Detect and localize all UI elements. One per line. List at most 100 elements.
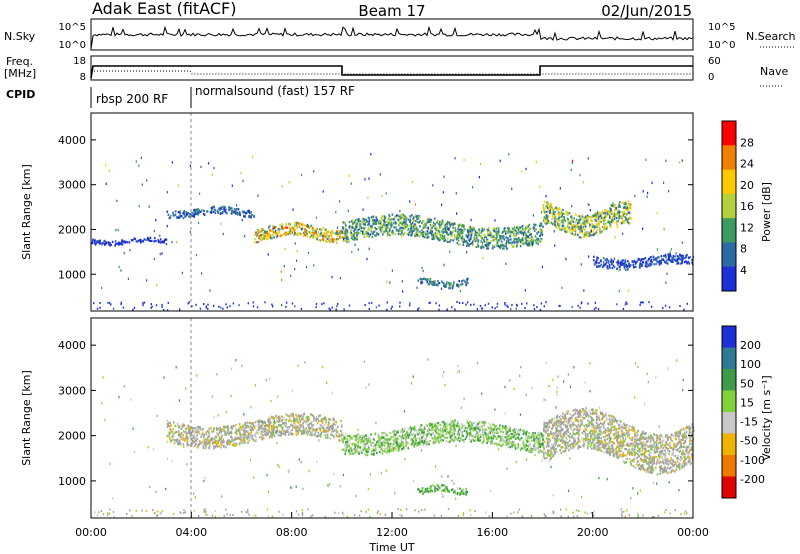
echo-cell <box>460 239 463 242</box>
echo-cell <box>265 424 267 427</box>
echo-cell <box>182 212 184 215</box>
echo-cell <box>198 443 200 446</box>
echo-cell <box>309 225 312 228</box>
echo-cell <box>595 219 597 222</box>
echo-cell <box>111 240 114 243</box>
echo-cell <box>150 306 152 309</box>
echo-cell <box>201 431 204 434</box>
echo-cell <box>365 220 368 223</box>
echo-cell <box>611 263 613 266</box>
echo-cell <box>625 301 627 304</box>
echo-cell <box>556 218 559 221</box>
echo-cell <box>299 429 301 432</box>
echo-cell <box>489 440 492 443</box>
echo-cell <box>287 231 290 234</box>
echo-cell <box>468 226 470 230</box>
echo-cell <box>306 430 308 433</box>
echo-cell <box>456 233 458 237</box>
echo-cell <box>608 210 610 213</box>
echo-cell <box>416 234 419 237</box>
echo-cell <box>381 452 384 455</box>
echo-cell <box>466 279 469 282</box>
echo-cell <box>357 433 359 436</box>
echo-cell <box>367 223 369 226</box>
echo-cell <box>496 305 498 308</box>
echo-cell <box>296 250 298 253</box>
echo-cell <box>418 221 421 224</box>
echo-cell <box>460 283 462 286</box>
echo-cell <box>385 192 387 195</box>
echo-cell <box>480 240 482 243</box>
echo-cell <box>285 418 287 421</box>
echo-cell <box>395 441 398 444</box>
echo-cell <box>242 433 244 436</box>
echo-cell <box>607 219 610 222</box>
echo-cell <box>507 306 509 308</box>
echo-cell <box>612 259 614 263</box>
echo-cell <box>534 432 537 435</box>
echo-cell <box>546 210 548 213</box>
echo-cell <box>650 305 653 308</box>
echo-cell <box>220 433 223 437</box>
echo-cell <box>564 230 567 234</box>
echo-cell <box>344 229 347 232</box>
echo-cell <box>290 414 293 418</box>
echo-cell <box>188 301 190 304</box>
echo-cell <box>321 303 323 306</box>
echo-cell <box>203 439 205 442</box>
echo-cell <box>343 239 346 242</box>
echo-cell <box>379 227 382 230</box>
echo-cell <box>335 211 337 214</box>
echo-cell <box>257 420 259 423</box>
echo-cell <box>512 442 514 445</box>
echo-cell <box>271 428 273 431</box>
echo-cell <box>470 227 473 230</box>
echo-cell <box>302 429 305 432</box>
echo-cell <box>496 240 499 243</box>
echo-cell <box>503 435 506 438</box>
echo-cell <box>391 213 394 216</box>
echo-cell <box>634 260 636 264</box>
echo-cell <box>213 427 216 430</box>
nsky-label: N.Sky <box>4 30 36 43</box>
echo-cell <box>428 443 430 446</box>
echo-cell <box>413 228 416 231</box>
echo-cell <box>542 438 544 441</box>
echo-cell <box>445 432 448 435</box>
echo-cell <box>278 231 281 234</box>
echo-cell <box>544 211 546 214</box>
echo-cell <box>221 441 223 444</box>
echo-cell <box>685 260 687 263</box>
echo-cell <box>325 436 327 439</box>
echo-cell <box>260 238 262 241</box>
echo-cell <box>115 228 117 232</box>
echo-cell <box>333 238 335 241</box>
echo-cell <box>325 421 327 424</box>
echo-cell <box>417 217 420 220</box>
echo-cell <box>208 433 211 436</box>
echo-cell <box>536 232 538 235</box>
echo-cell <box>320 419 322 422</box>
echo-cell <box>142 304 144 307</box>
echo-cell <box>471 435 474 438</box>
echo-cell <box>617 260 619 263</box>
echo-cell <box>315 303 318 306</box>
echo-cell <box>645 265 648 268</box>
echo-cell <box>506 426 508 429</box>
echo-cell <box>496 302 499 305</box>
echo-cell <box>580 302 583 305</box>
echo-cell <box>337 425 339 428</box>
echo-cell <box>203 209 205 212</box>
echo-cell <box>665 261 667 264</box>
echo-cell <box>580 222 583 225</box>
echo-cell <box>514 241 516 244</box>
echo-cell <box>201 432 203 435</box>
echo-cell <box>582 219 585 222</box>
echo-cell <box>505 236 507 239</box>
echo-cell <box>495 232 498 235</box>
echo-cell <box>189 230 191 234</box>
echo-cell <box>301 224 304 227</box>
echo-cell <box>411 427 414 430</box>
echo-cell <box>308 429 311 432</box>
